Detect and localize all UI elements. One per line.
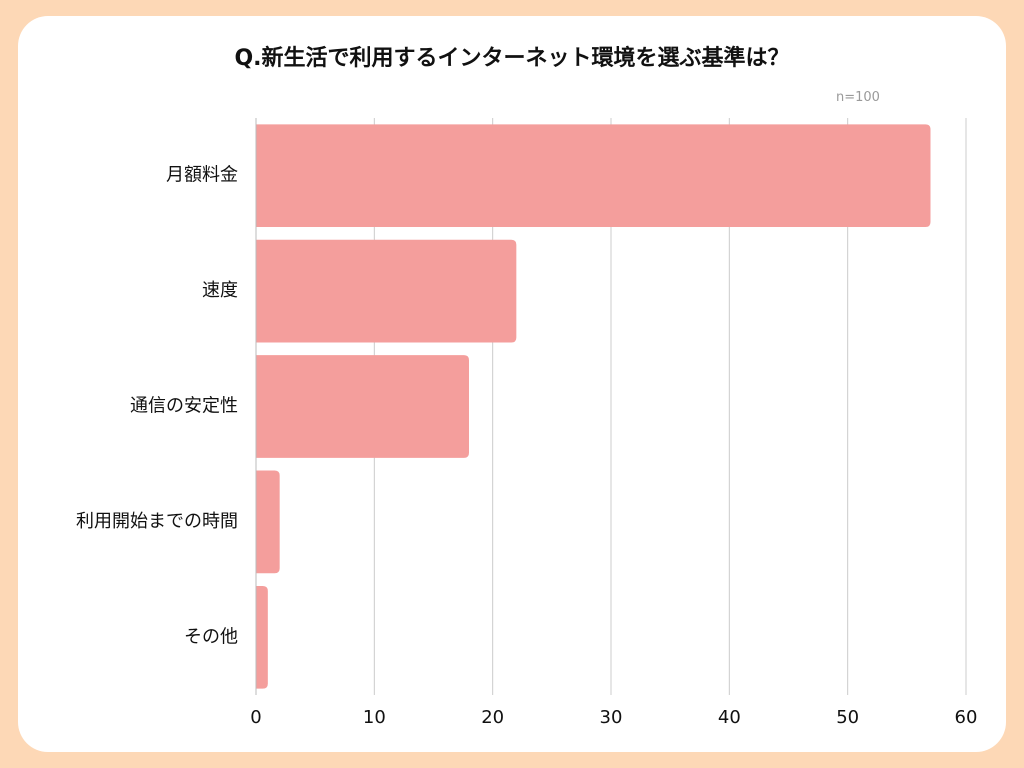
x-tick-label-30: 30 xyxy=(600,707,623,728)
x-tick-label-60: 60 xyxy=(955,707,978,728)
category-label-1: 速度 xyxy=(202,280,238,301)
bar-3 xyxy=(256,470,280,574)
bar-4 xyxy=(256,585,268,689)
x-tick-label-40: 40 xyxy=(718,707,741,728)
sample-size-note: n=100 xyxy=(836,90,880,105)
chart-title: Q.新生活で利用するインターネット環境を選ぶ基準は？ xyxy=(234,46,790,71)
x-tick-label-20: 20 xyxy=(481,707,504,728)
x-tick-label-50: 50 xyxy=(836,707,859,728)
x-tick-label-10: 10 xyxy=(363,707,386,728)
bar-1 xyxy=(256,239,517,343)
category-label-2: 通信の安定性 xyxy=(130,396,238,417)
x-tick-label-0: 0 xyxy=(250,707,261,728)
bar-2 xyxy=(256,355,469,458)
category-label-3: 利用開始までの時間 xyxy=(76,511,238,532)
bar-0 xyxy=(256,124,931,228)
category-label-4: その他 xyxy=(184,626,238,647)
category-label-0: 月額料金 xyxy=(166,165,238,186)
